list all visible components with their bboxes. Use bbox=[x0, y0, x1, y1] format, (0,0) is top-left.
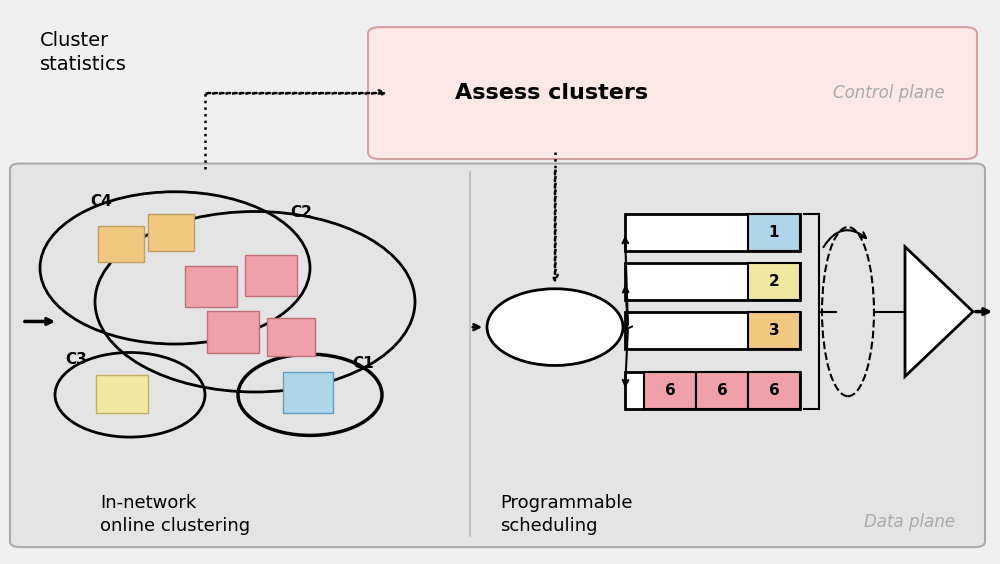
Bar bbox=[207, 311, 259, 352]
Text: 6: 6 bbox=[769, 383, 779, 398]
FancyBboxPatch shape bbox=[368, 27, 977, 159]
Text: C1: C1 bbox=[352, 356, 374, 371]
Bar bbox=[644, 372, 696, 409]
Text: Data plane: Data plane bbox=[864, 513, 955, 531]
Bar bbox=[148, 214, 194, 251]
Text: 1: 1 bbox=[769, 225, 779, 240]
Bar bbox=[748, 214, 800, 251]
Bar bbox=[625, 263, 800, 300]
Text: 6: 6 bbox=[665, 383, 675, 398]
Text: Control plane: Control plane bbox=[833, 84, 945, 102]
Bar bbox=[96, 375, 148, 413]
Text: Programmable
scheduling: Programmable scheduling bbox=[500, 494, 633, 535]
Text: 6: 6 bbox=[717, 383, 727, 398]
Text: C4: C4 bbox=[90, 194, 112, 209]
Circle shape bbox=[487, 289, 623, 365]
Text: In-network
online clustering: In-network online clustering bbox=[100, 494, 250, 535]
Text: C2: C2 bbox=[290, 205, 312, 220]
Bar bbox=[625, 214, 800, 251]
Text: Cluster
statistics: Cluster statistics bbox=[40, 31, 127, 73]
Text: Assess clusters: Assess clusters bbox=[455, 83, 648, 103]
Text: 2: 2 bbox=[769, 274, 779, 289]
Text: C3: C3 bbox=[65, 352, 87, 367]
Bar bbox=[696, 372, 748, 409]
Bar bbox=[748, 263, 800, 300]
Bar bbox=[245, 255, 297, 296]
FancyBboxPatch shape bbox=[10, 164, 985, 547]
Bar bbox=[625, 372, 800, 409]
Bar bbox=[98, 226, 144, 262]
Bar bbox=[267, 318, 315, 356]
Text: 3: 3 bbox=[769, 323, 779, 338]
Bar bbox=[283, 372, 333, 413]
Polygon shape bbox=[905, 246, 973, 377]
Bar bbox=[185, 266, 237, 307]
Bar bbox=[748, 372, 800, 409]
Bar bbox=[625, 312, 800, 349]
Bar bbox=[748, 312, 800, 349]
